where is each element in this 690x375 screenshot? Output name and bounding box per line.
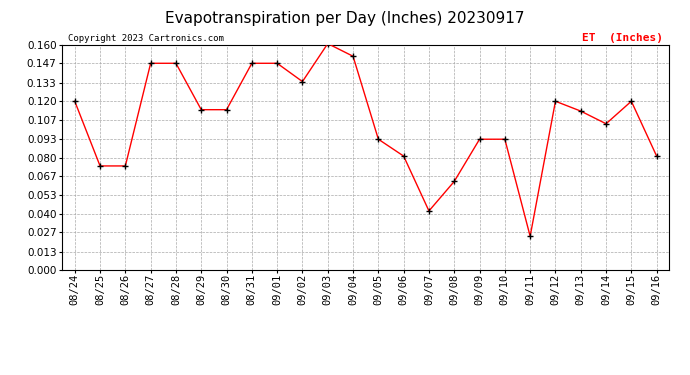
Text: ET  (Inches): ET (Inches)	[582, 33, 663, 43]
Text: Copyright 2023 Cartronics.com: Copyright 2023 Cartronics.com	[68, 34, 224, 43]
Text: Evapotranspiration per Day (Inches) 20230917: Evapotranspiration per Day (Inches) 2023…	[165, 11, 525, 26]
